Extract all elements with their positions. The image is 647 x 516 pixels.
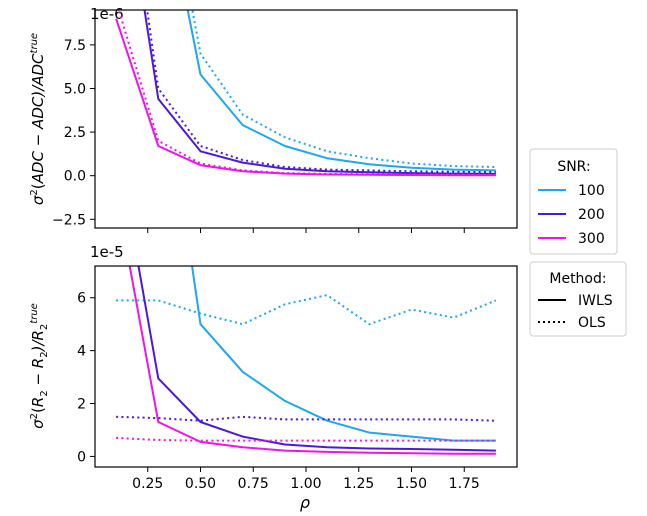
legend-label-ols: OLS — [578, 315, 606, 331]
legend-label-iwls: IWLS — [578, 293, 613, 309]
snr-legend-title: SNR: — [557, 159, 590, 175]
bottom-series-snr100-ols — [116, 294, 497, 326]
bottom-offset-text: 1e-5 — [90, 243, 124, 261]
top-axes-frame — [94, 9, 518, 229]
bottom-x-tick-label: 1.75 — [449, 476, 480, 492]
bottom-y-tick-label: 0 — [77, 449, 86, 465]
top-plot: 1e-6 σ2(ADC − ADC)/ADCtrue −2.50.02.55.0… — [29, 5, 518, 233]
bottom-axes-frame — [94, 265, 518, 468]
bottom-series-snr200-ols — [116, 415, 496, 422]
top-y-tick-label: −2.5 — [52, 212, 86, 228]
method-legend-box — [529, 261, 627, 337]
method-legend: Method: IWLS OLS — [529, 261, 627, 337]
top-series-snr100-ols — [191, 10, 496, 168]
top-y-axis-label: σ2(ADC − ADC)/ADCtrue — [29, 33, 47, 205]
top-y-tick-label: 5.0 — [64, 81, 86, 97]
x-axis-label: ρ — [300, 493, 310, 512]
top-y-tick-label: 7.5 — [64, 38, 86, 54]
bottom-y-tick-label: 6 — [77, 291, 86, 307]
bottom-plot: 1e-5 σ2(R2 − R2)/R2true 0 2 4 6 0.25 0.50 0.75… — [29, 243, 518, 492]
top-y-tick-label: 2.5 — [64, 125, 86, 141]
snr-legend: SNR: 100 200 300 — [529, 148, 618, 255]
top-series-snr100-iwls — [186, 10, 496, 172]
bottom-x-tick-label: 0.50 — [185, 476, 216, 492]
bottom-x-tick-label: 1.25 — [343, 476, 374, 492]
bottom-series-snr100-iwls — [191, 266, 496, 442]
bottom-x-tick-label: 0.75 — [238, 476, 269, 492]
bottom-x-tick-label: 1.00 — [290, 476, 321, 492]
top-series-snr200-ols — [146, 10, 496, 174]
bottom-y-axis-label: σ2(R2 − R2)/R2true — [29, 303, 50, 429]
top-y-tick-label: 0.0 — [64, 169, 86, 185]
bottom-x-tick-label: 0.25 — [132, 476, 163, 492]
legend-label-snr-300: 300 — [578, 231, 605, 247]
bottom-y-tick-label: 2 — [77, 397, 86, 413]
bottom-series-snr300-iwls — [128, 266, 496, 455]
top-series-snr300-ols — [117, 10, 496, 176]
legend-label-snr-100: 100 — [578, 183, 605, 199]
bottom-y-tick-label: 4 — [77, 344, 86, 360]
method-legend-title: Method: — [549, 271, 606, 287]
legend-label-snr-200: 200 — [578, 207, 605, 223]
top-series-snr200-iwls — [143, 10, 496, 175]
bottom-x-tick-label: 1.50 — [396, 476, 427, 492]
snr-legend-box — [529, 148, 618, 255]
bottom-series-snr200-iwls — [137, 266, 496, 452]
top-series-snr300-iwls — [115, 18, 496, 177]
